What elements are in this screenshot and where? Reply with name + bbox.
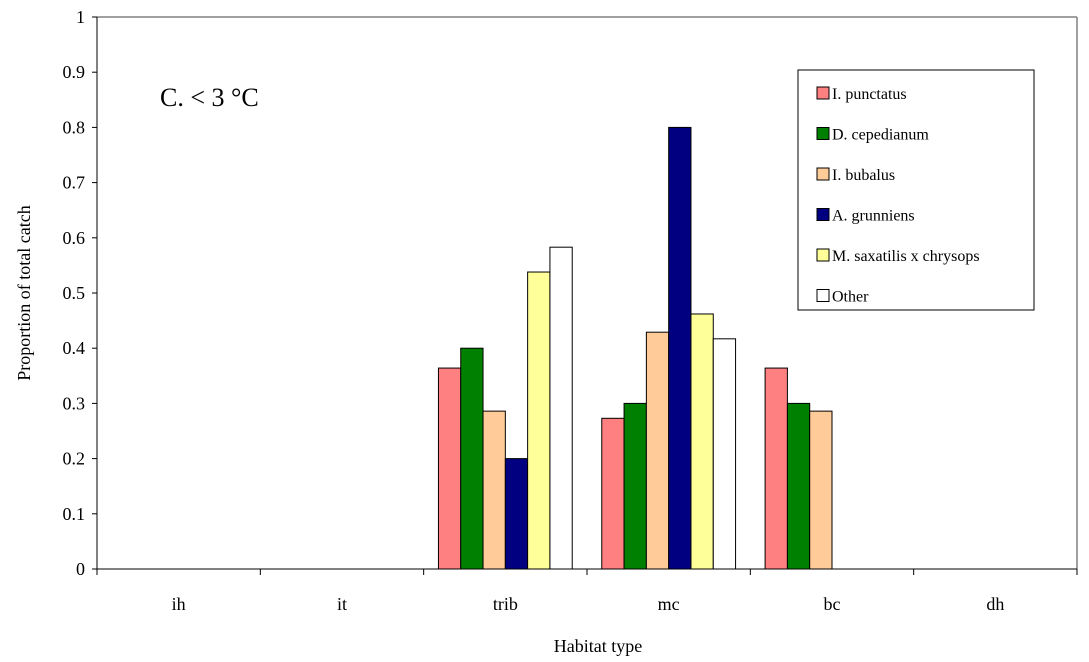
x-axis-label: Habitat type [554, 636, 642, 656]
y-tick-label: 0.6 [63, 228, 86, 248]
legend-label: D. cepedianum [832, 127, 929, 144]
bar [549, 246, 573, 570]
legend-label: Other [832, 289, 869, 306]
x-tick-label: mc [658, 594, 680, 614]
bar [809, 410, 833, 570]
bar [690, 313, 714, 570]
x-tick-label: trib [493, 594, 518, 614]
bar [712, 338, 737, 570]
chart-annotation: C. < 3 °C [160, 83, 259, 112]
bar [764, 367, 788, 570]
bar [482, 410, 506, 570]
legend-swatch [816, 86, 830, 100]
x-tick-label: ih [172, 594, 186, 614]
bar [460, 347, 484, 570]
bar [601, 417, 625, 570]
legend-swatch [816, 208, 830, 221]
bar [668, 126, 692, 570]
y-tick-label: 0.8 [63, 117, 86, 137]
bar [527, 271, 551, 570]
y-tick-label: 0.3 [63, 393, 86, 413]
y-tick-label: 0.9 [63, 62, 86, 82]
legend: I. punctatus D. cepedianum I. bubalus A. gr… [797, 69, 1035, 311]
y-tick-label: 0.2 [63, 449, 86, 469]
bars [437, 126, 833, 570]
bar [437, 367, 462, 570]
legend-swatch [816, 289, 830, 302]
y-tick-label: 0.7 [63, 173, 86, 193]
x-tick-label: dh [986, 594, 1004, 614]
y-tick-label: 1 [76, 7, 85, 27]
y-tick-label: 0.1 [63, 504, 86, 524]
bar [786, 402, 811, 570]
axes: 0 0.1 0.2 0.3 0.4 0.5 0.6 0.7 0.8 0.9 1 ih it trib mc b… [63, 7, 1078, 614]
y-tick-label: 0 [76, 559, 85, 579]
x-tick-label: it [337, 594, 347, 614]
y-tick-label: 0.5 [63, 283, 86, 303]
legend-swatch [816, 127, 830, 140]
y-tick-label: 0.4 [63, 338, 86, 358]
legend-swatch [816, 248, 830, 262]
legend-label: I. bubalus [832, 167, 895, 184]
bar [645, 331, 670, 570]
bar [623, 402, 647, 570]
legend-label: A. grunniens [832, 208, 915, 225]
legend-box [797, 69, 1035, 311]
x-tick-label: bc [824, 594, 841, 614]
legend-swatch [816, 167, 830, 181]
legend-label: I. punctatus [832, 86, 907, 103]
y-axis-label: Proportion of total catch [14, 205, 34, 380]
bar [504, 458, 529, 570]
legend-label: M. saxatilis x chrysops [832, 248, 980, 265]
